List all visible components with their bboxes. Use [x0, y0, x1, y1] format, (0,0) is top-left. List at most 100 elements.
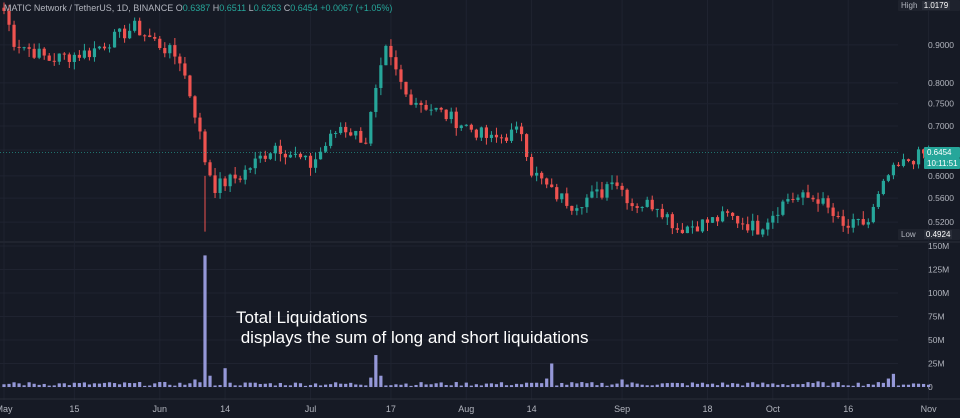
liquidation-bar [278, 382, 282, 387]
liquidation-bar [293, 382, 298, 387]
candle-up [117, 28, 122, 32]
liquidation-bar [168, 384, 172, 387]
candle-down [42, 48, 46, 56]
candle-up [414, 102, 418, 105]
liquidation-bar [459, 385, 463, 387]
candle-up [640, 206, 644, 208]
liquidation-bar [389, 385, 393, 387]
candle-up [434, 107, 438, 110]
liquidation-bar [530, 382, 534, 387]
candle-up [685, 226, 689, 234]
liquidation-bar [148, 385, 152, 387]
liquidation-bar [906, 384, 911, 387]
liquidation-bar [504, 385, 509, 387]
candle-down [715, 217, 720, 222]
liquidation-bar [178, 382, 182, 387]
symbol-name: MATIC Network / TetherUS, 1D, BINANCE [4, 3, 174, 13]
liquidation-bar [675, 382, 679, 387]
candle-up [107, 47, 112, 49]
candle-up [514, 126, 519, 130]
liquidation-bar [208, 375, 212, 387]
candle-down [399, 69, 403, 82]
candle-up [645, 199, 649, 207]
liquidation-bar [605, 385, 609, 387]
liquidation-bar [188, 383, 192, 387]
liquidation-bar [781, 384, 785, 387]
liquidation-bar [454, 382, 458, 387]
candle-up [881, 180, 885, 195]
price-tick-label: 0.7500 [928, 99, 954, 109]
low-price-tag: Low 0.4924 [898, 229, 960, 240]
liquidation-bar [419, 382, 423, 387]
candle-down [841, 216, 845, 226]
candle-down [364, 142, 368, 144]
candle-down [138, 20, 142, 36]
liquidation-bar [640, 384, 644, 387]
candle-up [585, 197, 589, 208]
candle-down [238, 178, 242, 180]
liquidation-bar [102, 382, 107, 387]
symbol-header: MATIC Network / TetherUS, 1D, BINANCE O0… [4, 3, 392, 13]
liquidation-bar [620, 379, 624, 387]
candle-up [459, 125, 463, 129]
candle-up [916, 149, 921, 165]
liquidation-bar [449, 385, 453, 387]
liquidation-bar [846, 385, 850, 387]
candle-up [334, 132, 338, 134]
low-label: L [248, 3, 254, 13]
candle-down [213, 175, 217, 193]
candle-down [193, 96, 197, 118]
liquidation-bar [404, 383, 408, 387]
candle-down [791, 199, 795, 201]
candle-up [218, 178, 222, 193]
candle-down [570, 205, 574, 211]
candle-down [550, 184, 554, 188]
candle-down [726, 211, 730, 213]
liquidation-bar [288, 385, 293, 387]
liquidation-bar [138, 382, 142, 387]
close-value: 0.6454 [290, 3, 318, 13]
liquidation-bar [298, 383, 303, 387]
liquidation-bar [42, 383, 46, 387]
liquidation-bar [2, 384, 6, 387]
liquidation-bar [625, 384, 629, 387]
candle-down [635, 206, 639, 208]
candle-down [344, 126, 348, 133]
liquidation-bar [886, 378, 890, 387]
annotation-title: Total Liquidations [236, 308, 368, 327]
candle-down [409, 94, 413, 105]
candle-up [258, 155, 262, 159]
liquidation-bar [796, 384, 800, 387]
liquidation-bar [821, 382, 825, 387]
candle-up [57, 53, 61, 62]
liquidation-bar [836, 382, 840, 387]
candle-up [575, 208, 579, 211]
liquidation-bar [198, 382, 202, 387]
candle-up [771, 215, 775, 223]
liquidation-tick-label: 0 [928, 382, 933, 392]
liquidation-bar [921, 383, 926, 387]
candle-up [464, 124, 468, 126]
liquidation-bar [117, 384, 122, 387]
candle-down [263, 155, 267, 159]
liquidation-bar [17, 383, 21, 387]
liquidation-bar [585, 383, 589, 387]
candle-down [62, 53, 66, 55]
candle-down [474, 129, 478, 138]
liquidation-bar [364, 385, 368, 387]
liquidation-bar [801, 384, 805, 387]
liquidation-tick-label: 100M [928, 288, 949, 298]
candle-up [329, 133, 333, 146]
liquidation-bar [499, 382, 504, 387]
candle-up [288, 154, 293, 158]
candle-down [444, 109, 448, 120]
candle-up [92, 48, 97, 58]
liquidation-bar [665, 383, 669, 387]
candle-down [32, 48, 36, 58]
liquidation-bar [414, 384, 418, 387]
candle-up [866, 222, 870, 225]
candle-up [97, 46, 102, 49]
high-price-tag: High 1.0179 [898, 0, 960, 11]
liquidation-bar [464, 382, 468, 387]
